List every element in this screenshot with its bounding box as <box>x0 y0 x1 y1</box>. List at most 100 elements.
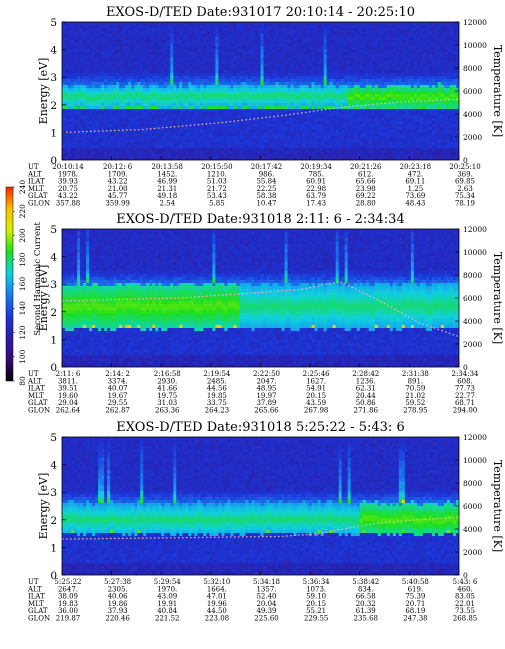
heatmap-cell <box>287 148 291 152</box>
heatmap-cell <box>338 106 343 110</box>
heatmap-cell <box>71 100 75 104</box>
heatmap-cell <box>275 49 279 53</box>
heatmap-cell <box>164 88 168 92</box>
heatmap-cell <box>254 139 258 143</box>
heatmap-cell <box>290 85 294 89</box>
heatmap-cell <box>269 79 273 83</box>
heatmap-cell <box>143 31 147 35</box>
heatmap-cell <box>224 91 228 95</box>
heatmap-cell <box>146 49 150 53</box>
heatmap-cell <box>350 97 355 101</box>
heatmap-cell <box>227 28 231 32</box>
heatmap-cell <box>137 31 141 35</box>
heatmap-cell <box>71 46 75 50</box>
heatmap-cell <box>329 148 334 152</box>
heatmap-cell <box>296 97 300 101</box>
heatmap-cell <box>293 22 297 26</box>
heatmap-cell <box>371 61 376 65</box>
heatmap-cell <box>257 79 261 83</box>
heatmap-cell <box>236 145 240 149</box>
heatmap-cell <box>62 76 66 80</box>
heatmap-cell <box>74 43 78 47</box>
heatmap-cell <box>227 82 231 86</box>
heatmap-cell <box>221 103 225 107</box>
heatmap-cell <box>287 97 291 101</box>
heatmap-cell <box>92 34 96 38</box>
heatmap-cell <box>326 154 331 158</box>
heatmap-cell <box>338 79 343 83</box>
heatmap-cell <box>365 154 370 158</box>
heatmap-cell <box>257 70 261 74</box>
heatmap-cell <box>230 127 234 131</box>
heatmap-cell <box>317 40 322 44</box>
heatmap-cell <box>320 115 325 119</box>
heatmap-cell <box>176 157 180 160</box>
heatmap-cell <box>350 139 355 143</box>
heatmap-cell <box>260 31 264 35</box>
heatmap-cell <box>329 100 334 104</box>
heatmap-cell <box>254 154 258 158</box>
heatmap-cell <box>158 31 162 35</box>
heatmap-cell <box>119 145 123 149</box>
heatmap-cell <box>74 100 78 104</box>
heatmap-cell <box>266 40 270 44</box>
heatmap-cell <box>140 82 144 86</box>
heatmap-cell <box>203 145 207 149</box>
heatmap-cell <box>92 55 96 59</box>
heatmap-cell <box>182 97 186 101</box>
heatmap-cell <box>338 58 343 62</box>
heatmap-cell <box>71 157 75 160</box>
heatmap-cell <box>80 31 84 35</box>
heatmap-cell <box>272 73 276 77</box>
heatmap-cell <box>284 127 288 131</box>
heatmap-cell <box>380 103 385 107</box>
heatmap-cell <box>170 136 174 140</box>
heatmap-cell <box>209 82 213 86</box>
heatmap-cell <box>191 121 195 125</box>
heatmap-cell <box>242 34 246 38</box>
heatmap-cell <box>176 112 180 116</box>
heatmap-cell <box>161 43 165 47</box>
heatmap-cell <box>89 145 93 149</box>
heatmap-cell <box>164 85 168 89</box>
heatmap-cell <box>323 109 328 113</box>
heatmap-cell <box>257 73 261 77</box>
heatmap-cell <box>131 58 135 62</box>
heatmap-cell <box>143 40 147 44</box>
heatmap-cell <box>77 79 81 83</box>
heatmap-cell <box>374 151 379 155</box>
heatmap-cell <box>356 103 361 107</box>
heatmap-cell <box>278 103 282 107</box>
heatmap-cell <box>98 31 102 35</box>
heatmap-cell <box>254 28 258 32</box>
heatmap-cell <box>242 154 246 158</box>
heatmap-cell <box>215 79 219 83</box>
heatmap-cell <box>314 61 319 65</box>
heatmap-cell <box>209 22 213 26</box>
heatmap-cell <box>278 142 282 146</box>
heatmap-cell <box>257 100 261 104</box>
heatmap-cell <box>191 124 195 128</box>
heatmap-cell <box>320 43 325 47</box>
heatmap-cell <box>269 34 273 38</box>
heatmap-cell <box>164 157 168 160</box>
heatmap-cell <box>332 115 337 119</box>
heatmap-cell <box>158 49 162 53</box>
heatmap-cell <box>89 85 93 89</box>
heatmap-cell <box>347 73 352 77</box>
heatmap-cell <box>254 70 258 74</box>
heatmap-cell <box>278 154 282 158</box>
heatmap-cell <box>293 109 297 113</box>
heatmap-cell <box>128 100 132 104</box>
heatmap-cell <box>329 64 334 68</box>
heatmap-cell <box>293 37 297 41</box>
heatmap-cell <box>365 76 370 80</box>
heatmap-cell <box>146 97 150 101</box>
heatmap-cell <box>65 46 69 50</box>
heatmap-cell <box>353 118 358 122</box>
heatmap-cell <box>215 118 219 122</box>
heatmap-cell <box>128 67 132 71</box>
heatmap-cell <box>272 76 276 80</box>
heatmap-cell <box>233 118 237 122</box>
heatmap-cell <box>365 121 370 125</box>
